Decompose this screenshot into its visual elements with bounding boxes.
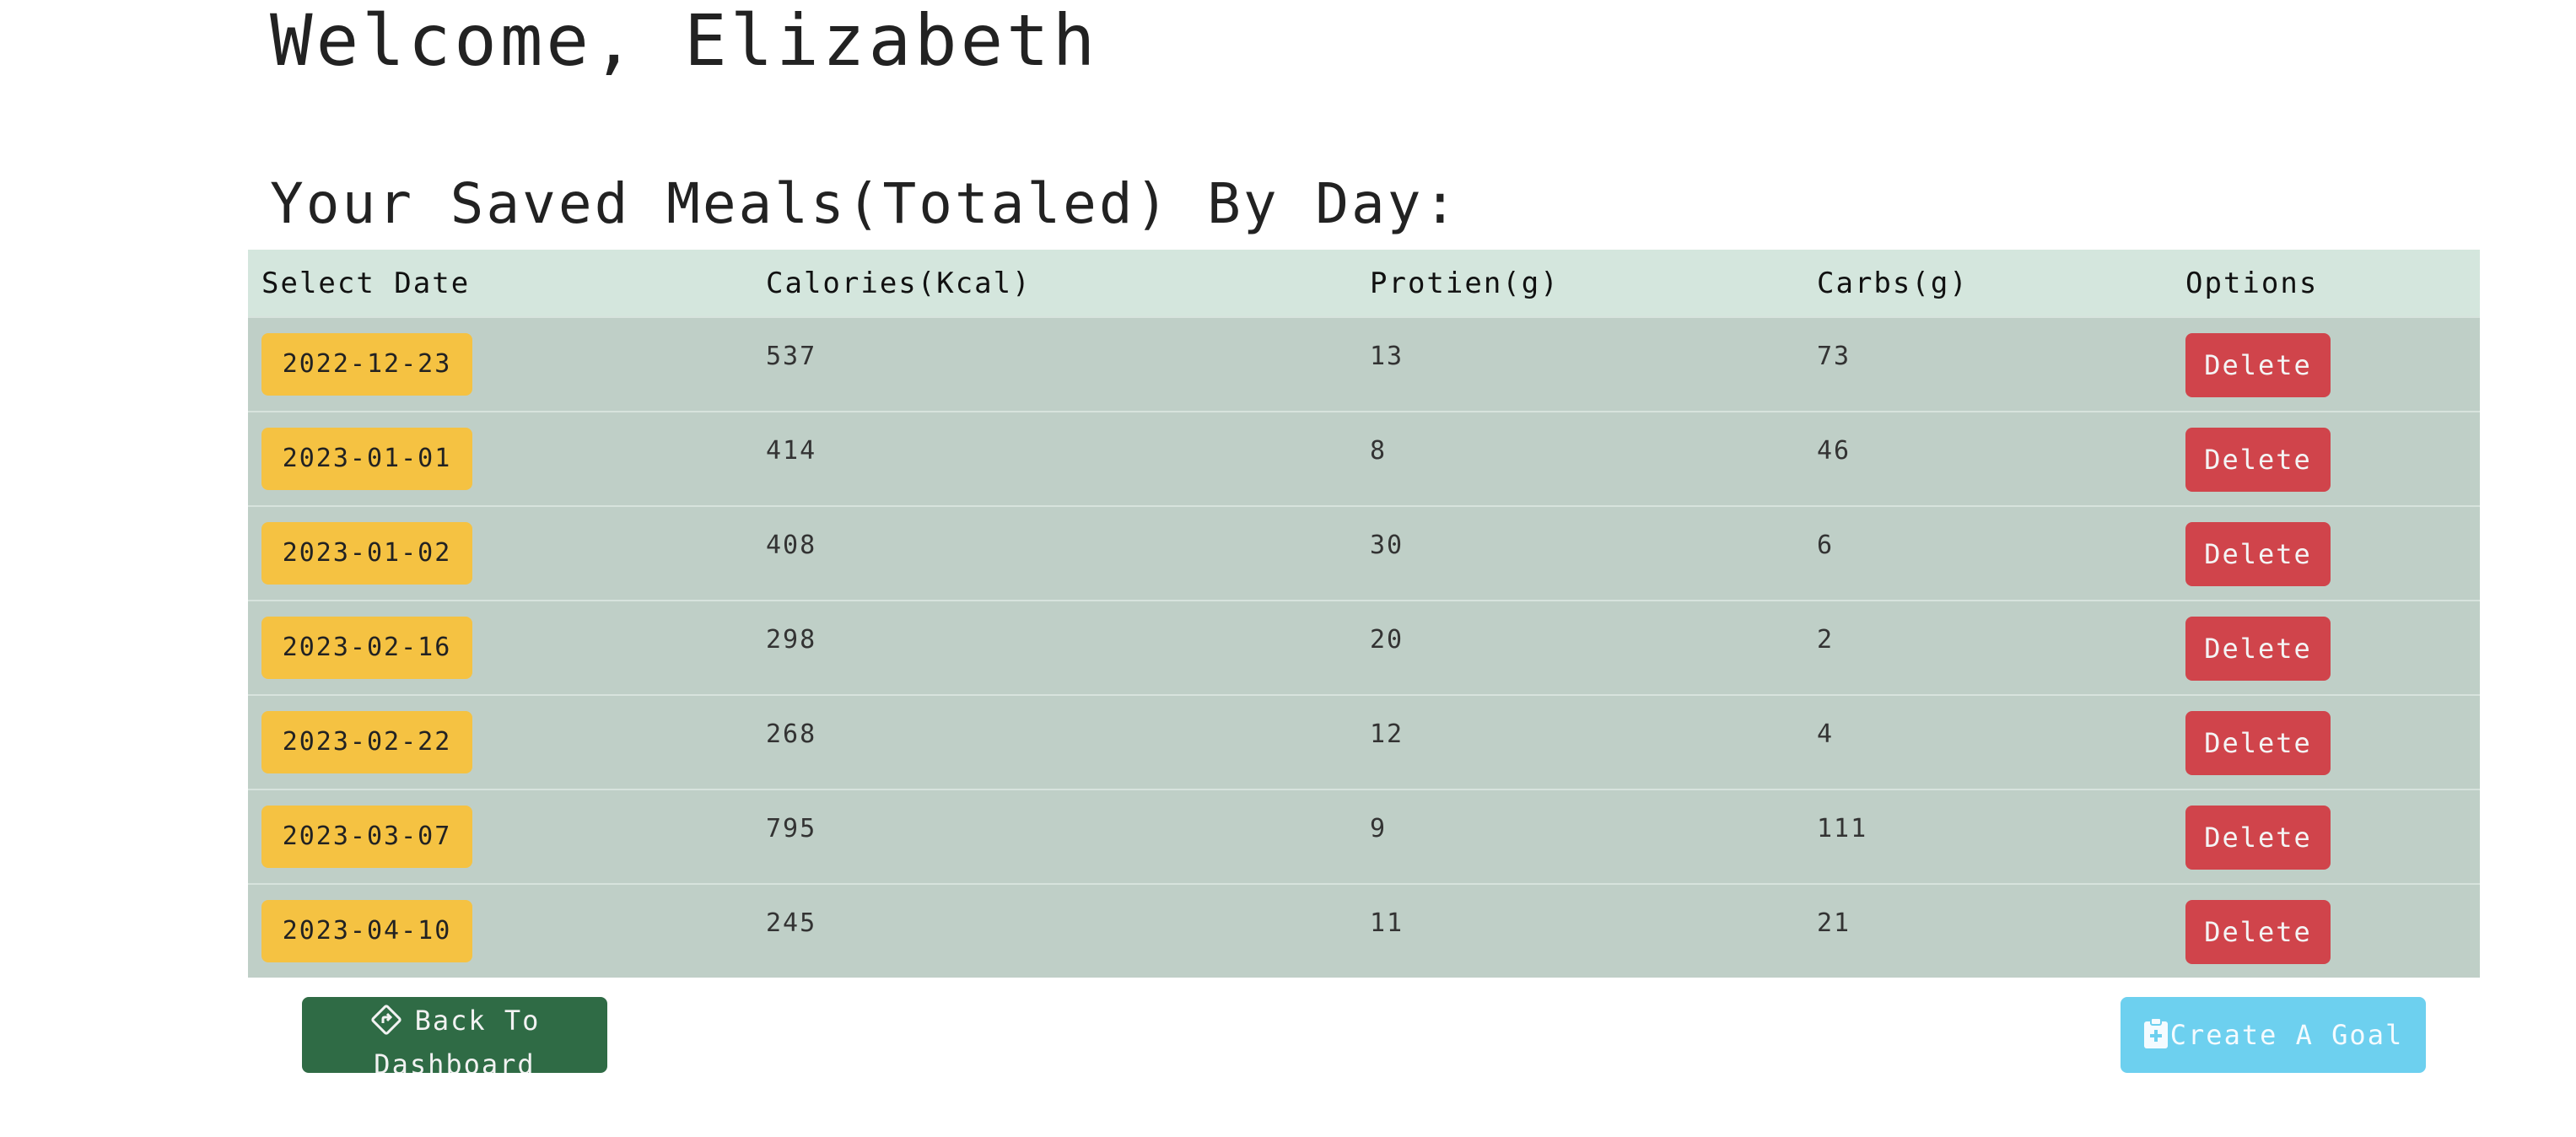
calories-cell: 268 — [766, 719, 817, 749]
delete-button[interactable]: Delete — [2185, 806, 2331, 870]
calories-cell: 298 — [766, 625, 817, 655]
carbs-cell: 6 — [1817, 531, 1835, 560]
calories-cell: 245 — [766, 908, 817, 938]
create-goal-label: Create A Goal — [2169, 1019, 2404, 1051]
carbs-cell: 21 — [1817, 908, 1851, 938]
select-date-button[interactable]: 2022-12-23 — [261, 333, 472, 396]
calories-cell: 408 — [766, 531, 817, 560]
delete-button[interactable]: Delete — [2185, 428, 2331, 492]
carbs-cell: 2 — [1817, 625, 1835, 655]
carbs-cell: 73 — [1817, 342, 1851, 371]
table-row: 2023-01-01 414 8 46 Delete — [248, 412, 2480, 506]
column-header-protein: Protien(g) — [1370, 266, 1560, 300]
delete-button[interactable]: Delete — [2185, 900, 2331, 964]
protein-cell: 8 — [1370, 436, 1388, 466]
protein-cell: 30 — [1370, 531, 1404, 560]
column-header-date: Select Date — [261, 266, 471, 300]
carbs-cell: 4 — [1817, 719, 1835, 749]
carbs-cell: 46 — [1817, 436, 1851, 466]
calories-cell: 414 — [766, 436, 817, 466]
column-header-calories: Calories(Kcal) — [766, 266, 1032, 300]
carbs-cell: 111 — [1817, 814, 1868, 843]
protein-cell: 20 — [1370, 625, 1404, 655]
select-date-button[interactable]: 2023-02-22 — [261, 711, 472, 773]
select-date-button[interactable]: 2023-03-07 — [261, 806, 472, 868]
calories-cell: 795 — [766, 814, 817, 843]
table-row: 2023-03-07 795 9 111 Delete — [248, 789, 2480, 884]
back-to-dashboard-button[interactable]: Back To Dashboard — [302, 997, 607, 1073]
table-row: 2023-02-16 298 20 2 Delete — [248, 601, 2480, 695]
delete-button[interactable]: Delete — [2185, 711, 2331, 775]
table-row: 2023-01-02 408 30 6 Delete — [248, 506, 2480, 601]
saved-meals-table: Select Date Calories(Kcal) Protien(g) Ca… — [248, 250, 2480, 978]
table-header-row: Select Date Calories(Kcal) Protien(g) Ca… — [248, 250, 2480, 317]
delete-button[interactable]: Delete — [2185, 617, 2331, 681]
column-header-carbs: Carbs(g) — [1817, 266, 1969, 300]
create-goal-button[interactable]: Create A Goal — [2121, 997, 2426, 1073]
table-row: 2022-12-23 537 13 73 Delete — [248, 317, 2480, 412]
back-to-dashboard-label: Back To Dashboard — [374, 1005, 541, 1073]
select-date-button[interactable]: 2023-01-01 — [261, 428, 472, 490]
column-header-options: Options — [2185, 266, 2319, 300]
protein-cell: 11 — [1370, 908, 1404, 938]
protein-cell: 9 — [1370, 814, 1388, 843]
select-date-button[interactable]: 2023-01-02 — [261, 522, 472, 585]
delete-button[interactable]: Delete — [2185, 333, 2331, 397]
table-row: 2023-02-22 268 12 4 Delete — [248, 695, 2480, 789]
welcome-heading: Welcome, Elizabeth — [270, 0, 1099, 82]
delete-button[interactable]: Delete — [2185, 522, 2331, 586]
select-date-button[interactable]: 2023-04-10 — [261, 900, 472, 962]
protein-cell: 12 — [1370, 719, 1404, 749]
turn-left-sign-icon — [370, 1005, 401, 1035]
calories-cell: 537 — [766, 342, 817, 371]
select-date-button[interactable]: 2023-02-16 — [261, 617, 472, 679]
table-row: 2023-04-10 245 11 21 Delete — [248, 884, 2480, 978]
saved-meals-heading: Your Saved Meals(Totaled) By Day: — [270, 171, 1460, 236]
clipboard-plus-icon — [2143, 1017, 2168, 1048]
protein-cell: 13 — [1370, 342, 1404, 371]
